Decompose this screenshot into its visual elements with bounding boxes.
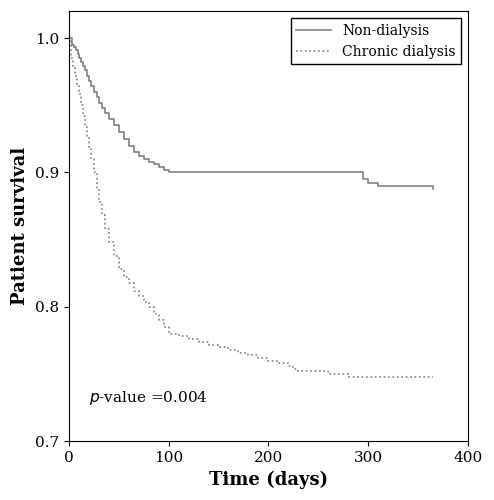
Non-dialysis bbox=[66, 35, 72, 41]
Non-dialysis bbox=[136, 154, 142, 160]
Legend: Non-dialysis, Chronic dialysis: Non-dialysis, Chronic dialysis bbox=[291, 18, 461, 64]
Non-dialysis bbox=[236, 170, 242, 175]
Chronic dialysis bbox=[94, 170, 100, 175]
X-axis label: Time (days): Time (days) bbox=[209, 470, 328, 489]
Chronic dialysis bbox=[345, 374, 351, 380]
Chronic dialysis bbox=[74, 72, 80, 78]
Text: $\it{p}$-value =0.004: $\it{p}$-value =0.004 bbox=[88, 390, 207, 407]
Y-axis label: Patient survival: Patient survival bbox=[11, 147, 29, 306]
Non-dialysis bbox=[156, 162, 162, 168]
Non-dialysis bbox=[69, 35, 75, 41]
Chronic dialysis bbox=[430, 374, 436, 380]
Line: Chronic dialysis: Chronic dialysis bbox=[69, 38, 433, 377]
Non-dialysis bbox=[73, 44, 79, 51]
Chronic dialysis bbox=[255, 352, 261, 358]
Chronic dialysis bbox=[136, 293, 142, 299]
Chronic dialysis bbox=[66, 35, 72, 41]
Chronic dialysis bbox=[226, 347, 232, 353]
Line: Non-dialysis: Non-dialysis bbox=[69, 38, 433, 188]
Non-dialysis bbox=[430, 186, 436, 192]
Non-dialysis bbox=[91, 84, 97, 89]
Chronic dialysis bbox=[175, 334, 181, 340]
